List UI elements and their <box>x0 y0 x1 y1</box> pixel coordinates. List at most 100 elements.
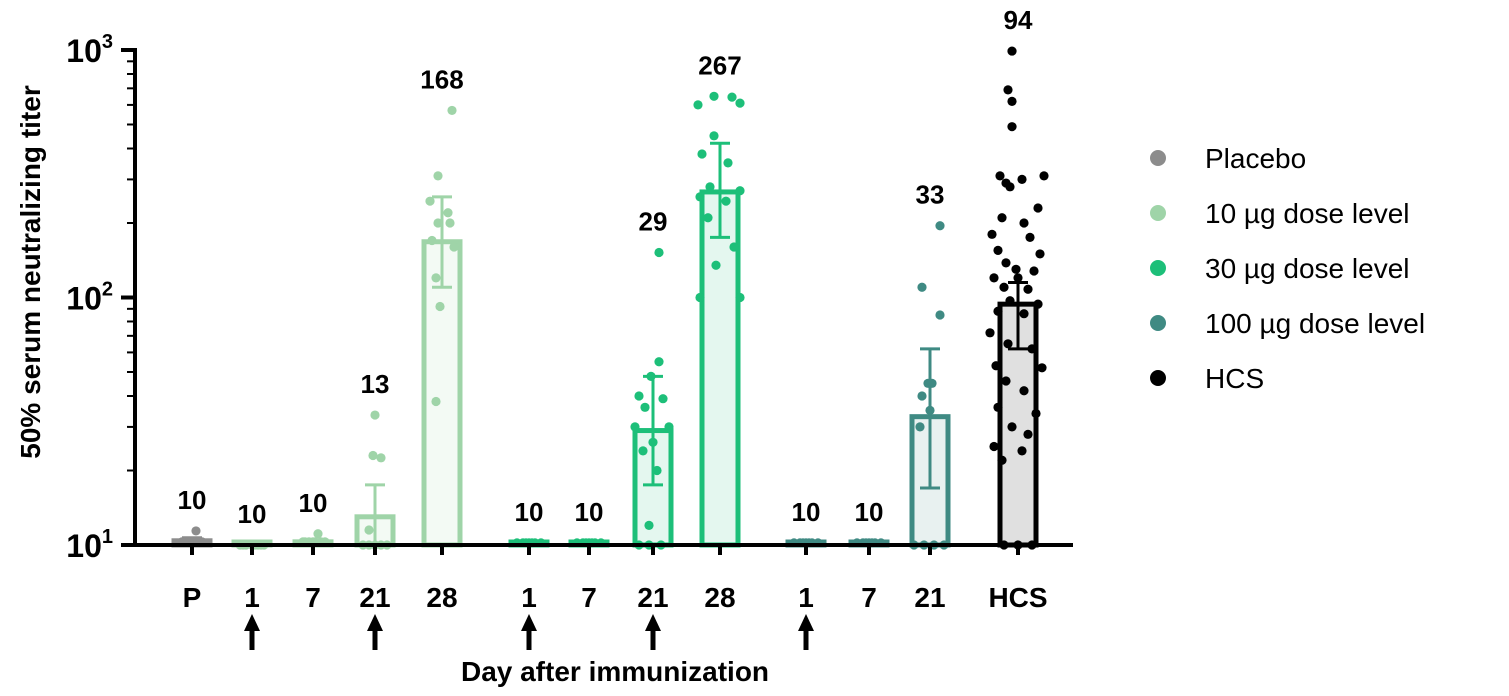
data-point <box>999 282 1009 292</box>
data-point <box>693 100 703 110</box>
data-point <box>1003 339 1013 349</box>
data-point <box>313 529 323 539</box>
bar-value-label: 33 <box>916 180 945 210</box>
data-point <box>1033 299 1043 309</box>
data-point <box>997 455 1007 465</box>
bar-group: 10 <box>231 499 273 550</box>
data-point <box>658 394 668 404</box>
data-point <box>1005 182 1015 192</box>
data-point <box>433 218 443 228</box>
bar-value-label: 10 <box>575 497 604 527</box>
data-point <box>638 446 648 456</box>
data-point <box>995 171 1005 181</box>
bars-layer: 10 10 10 13 168 10 10 29 267 10 10 33 94 <box>171 5 1049 550</box>
bar-group: 94 <box>985 5 1049 550</box>
legend-marker <box>1150 205 1166 221</box>
data-point <box>735 292 745 303</box>
bar-value-label: 267 <box>698 50 741 80</box>
data-point <box>1025 232 1035 242</box>
data-point <box>654 247 664 258</box>
bar-value-label: 10 <box>178 485 207 515</box>
data-point <box>1011 264 1021 274</box>
data-point <box>1007 422 1017 432</box>
bar-value-label: 10 <box>299 488 328 518</box>
bar-group: 13 <box>354 369 396 550</box>
data-point <box>735 186 745 196</box>
bar-group: 10 <box>848 497 890 548</box>
data-point <box>917 282 927 292</box>
data-point <box>993 245 1003 255</box>
data-point <box>991 361 1001 371</box>
data-point <box>364 525 374 535</box>
x-tick-label: 28 <box>704 582 735 613</box>
data-point <box>997 213 1007 223</box>
legend-item: Placebo <box>1150 143 1306 174</box>
data-point <box>729 242 739 252</box>
y-tick-label: 102 <box>66 279 113 317</box>
dose-arrow-icon <box>367 614 383 650</box>
data-point <box>648 437 658 447</box>
legend-label: 30 µg dose level <box>1205 253 1410 284</box>
data-point <box>721 196 731 206</box>
x-tick-label: 21 <box>914 582 945 613</box>
data-point <box>935 221 945 231</box>
data-point <box>646 371 656 381</box>
data-point <box>1019 218 1029 228</box>
dose-arrow-icon <box>798 614 814 650</box>
data-point <box>695 192 705 202</box>
bar-value-label: 168 <box>420 64 463 94</box>
bar-value-label: 10 <box>855 497 884 527</box>
data-point <box>445 218 455 228</box>
data-point <box>640 402 650 412</box>
legend-item: 100 µg dose level <box>1150 308 1425 339</box>
bar-group: 29 <box>630 206 674 550</box>
data-point <box>1001 258 1011 268</box>
data-point <box>1017 174 1027 185</box>
x-tick-label: 28 <box>426 582 457 613</box>
data-point <box>915 422 925 432</box>
data-point <box>1017 446 1027 456</box>
data-point <box>644 520 654 531</box>
bar-group: 10 <box>171 485 213 548</box>
bar-value-label: 10 <box>792 497 821 527</box>
data-point <box>443 208 453 218</box>
data-point <box>376 453 386 463</box>
data-point <box>711 260 721 270</box>
bar-group: 10 <box>785 497 827 548</box>
legend-item: 30 µg dose level <box>1150 253 1410 284</box>
bar-group: 267 <box>693 50 745 548</box>
data-point <box>664 422 674 432</box>
data-point <box>935 310 945 320</box>
legend-label: HCS <box>1205 363 1264 394</box>
data-point <box>1007 96 1017 106</box>
x-tick-label: 1 <box>798 582 814 613</box>
dose-arrow-icon <box>645 614 661 650</box>
data-point <box>1031 408 1041 419</box>
data-point <box>1027 344 1037 354</box>
data-point <box>425 196 435 206</box>
bar-group: 10 <box>508 497 550 548</box>
x-tick-label: 21 <box>637 582 668 613</box>
data-point <box>1003 85 1013 95</box>
data-point <box>727 92 737 102</box>
axes-layer: P 1 7 21 28 1 7 21 28 1 7 21 HCS 101 102 103 <box>66 31 1073 650</box>
data-point <box>1007 122 1017 132</box>
data-point <box>431 396 441 407</box>
data-point <box>630 422 640 432</box>
data-point <box>917 391 927 401</box>
dose-arrow-icon <box>244 614 260 650</box>
bar-group: 10 <box>292 488 334 548</box>
data-point <box>1037 363 1047 373</box>
x-tick-label: 1 <box>244 582 260 613</box>
data-point <box>989 273 999 283</box>
bar-group: 10 <box>568 497 610 548</box>
dose-arrow-head <box>645 614 661 631</box>
data-point <box>989 441 999 452</box>
bar-group: 168 <box>420 64 464 548</box>
data-point <box>1019 386 1029 396</box>
y-axis-title: 50% serum neutralizing titer <box>15 85 46 459</box>
data-point <box>927 378 937 388</box>
bar-value-label: 13 <box>361 369 390 399</box>
data-point <box>1035 249 1045 259</box>
dose-arrow-head <box>521 614 537 631</box>
